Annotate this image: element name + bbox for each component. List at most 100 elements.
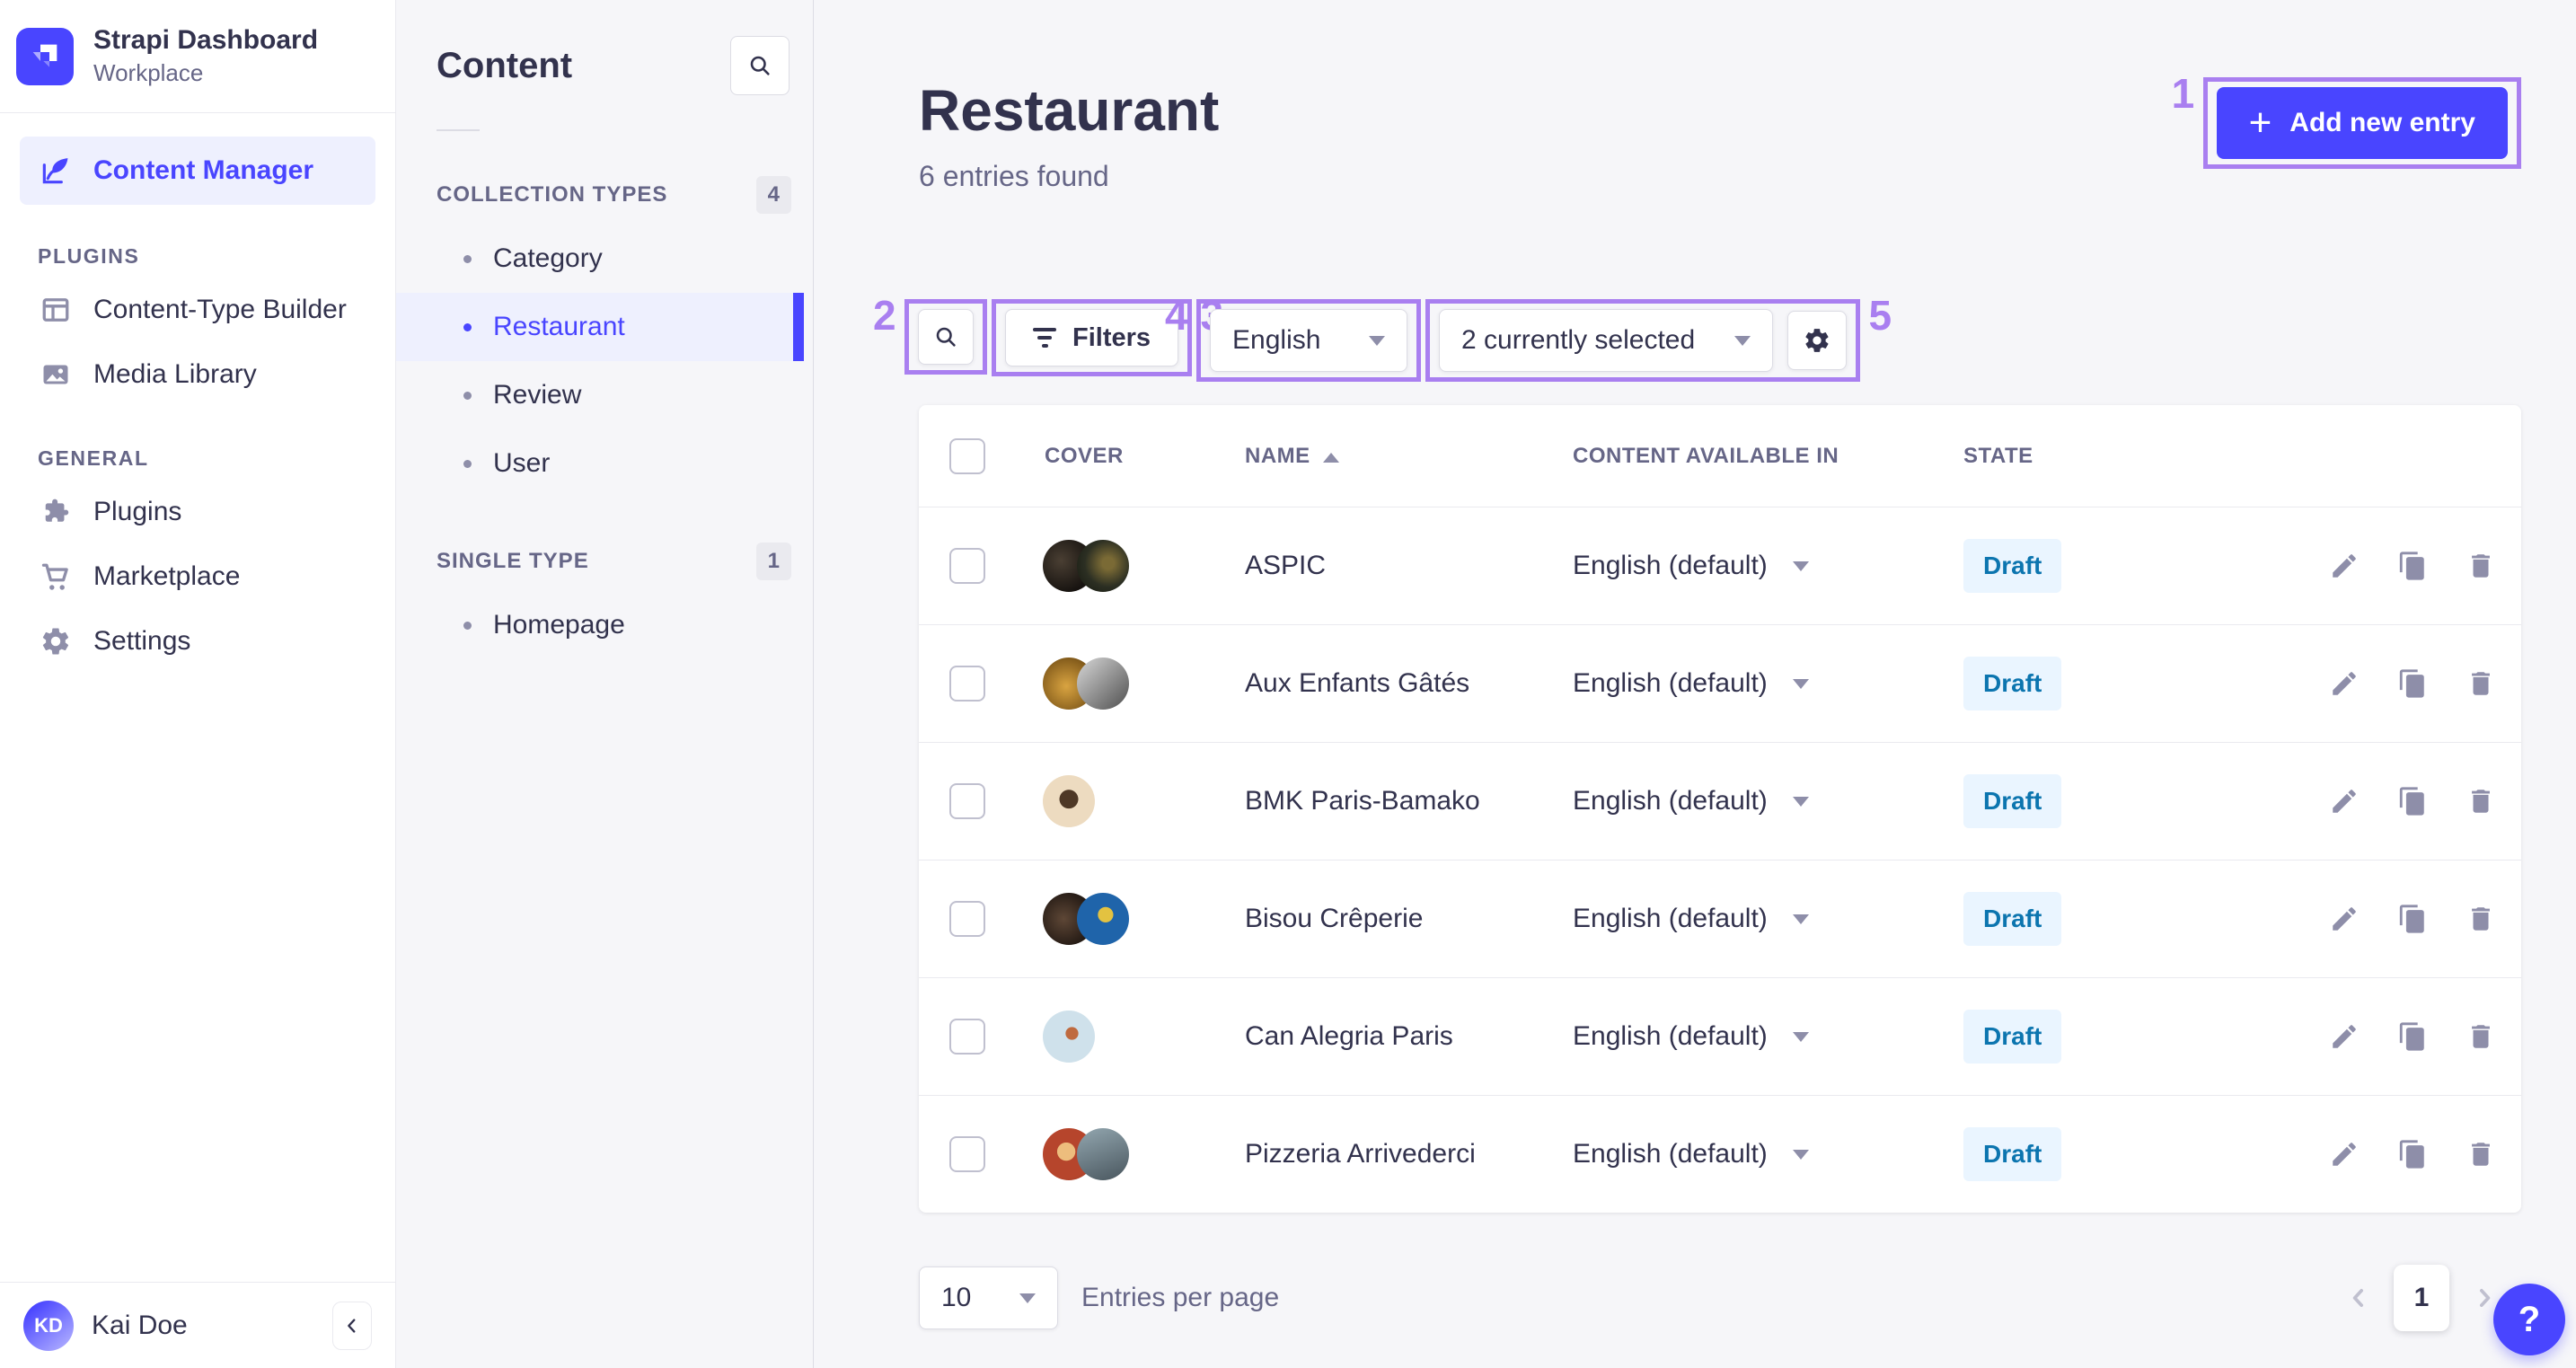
column-header-locale: CONTENT AVAILABLE IN <box>1573 443 1839 468</box>
chevron-down-icon <box>1792 1031 1809 1042</box>
page-number-button[interactable]: 1 <box>2394 1265 2449 1331</box>
locale-select[interactable]: English <box>1210 309 1408 372</box>
chevron-down-icon <box>1792 560 1809 571</box>
locale-dropdown[interactable]: English (default) <box>1570 668 1961 699</box>
annotation-2: 2 <box>873 295 987 375</box>
select-all-checkbox[interactable] <box>949 437 985 474</box>
previous-page-button[interactable] <box>2345 1284 2372 1311</box>
chevron-down-icon <box>1792 913 1809 924</box>
entry-name: Aux Enfants Gâtés <box>1245 668 1470 698</box>
duplicate-button[interactable] <box>2397 904 2428 934</box>
delete-button[interactable] <box>2466 551 2496 581</box>
duplicate-button[interactable] <box>2397 1021 2428 1052</box>
page-size-select[interactable]: 10 <box>919 1267 1058 1329</box>
type-item-category[interactable]: Category <box>396 225 804 293</box>
chevron-down-icon <box>1369 335 1386 346</box>
delete-button[interactable] <box>2466 786 2496 816</box>
sidebar-item-label: Content Manager <box>93 155 314 185</box>
delete-button[interactable] <box>2466 1139 2496 1169</box>
delete-button[interactable] <box>2466 668 2496 699</box>
workspace-name: Workplace <box>93 58 204 86</box>
sidebar-nav: Content Manager PLUGINS Content-Type Bui… <box>0 113 395 1282</box>
sidebar-item-content-manager[interactable]: Content Manager <box>20 137 375 205</box>
collapse-sidebar-button[interactable] <box>332 1301 372 1350</box>
page-size-value: 10 <box>941 1283 972 1312</box>
type-item-homepage[interactable]: Homepage <box>396 591 804 659</box>
row-checkbox[interactable] <box>949 1136 985 1172</box>
sidebar-item-plugins[interactable]: Plugins <box>20 480 375 544</box>
fields-select[interactable]: 2 currently selected <box>1439 309 1774 372</box>
sidebar-item-label: Settings <box>93 626 191 656</box>
type-item-user[interactable]: User <box>396 429 804 498</box>
edit-button[interactable] <box>2329 551 2360 581</box>
locale-dropdown[interactable]: English (default) <box>1570 1021 1961 1052</box>
table-header-row: COVER NAME CONTENT AVAILABLE IN STATE <box>919 405 2521 507</box>
duplicate-button[interactable] <box>2397 1139 2428 1169</box>
locale-dropdown[interactable]: English (default) <box>1570 1139 1961 1169</box>
type-item-review[interactable]: Review <box>396 361 804 429</box>
sidebar-item-label: Media Library <box>93 359 257 389</box>
delete-button[interactable] <box>2466 1021 2496 1052</box>
edit-button[interactable] <box>2329 904 2360 934</box>
sidebar-item-marketplace[interactable]: Marketplace <box>20 544 375 609</box>
user-name: Kai Doe <box>92 1310 188 1340</box>
table-row[interactable]: BMK Paris-Bamako English (default) Draft <box>919 742 2521 860</box>
annotation-2-number: 2 <box>873 292 896 339</box>
content-panel: Content COLLECTION TYPES 4 Category Rest… <box>396 0 814 1368</box>
next-page-button[interactable] <box>2471 1284 2498 1311</box>
type-item-restaurant[interactable]: Restaurant <box>396 293 804 361</box>
edit-button[interactable] <box>2329 1139 2360 1169</box>
sort-ascending-icon <box>1322 452 1339 463</box>
sidebar-item-media-library[interactable]: Media Library <box>20 342 375 407</box>
column-header-cover: COVER <box>1045 443 1124 468</box>
locale-dropdown[interactable]: English (default) <box>1570 551 1961 581</box>
column-header-name[interactable]: NAME <box>1224 444 1570 469</box>
row-checkbox[interactable] <box>949 901 985 937</box>
filters-button[interactable]: Filters <box>1005 309 1179 366</box>
row-checkbox[interactable] <box>949 666 985 702</box>
search-button[interactable] <box>918 309 974 365</box>
duplicate-button[interactable] <box>2397 551 2428 581</box>
locale-dropdown[interactable]: English (default) <box>1570 904 1961 934</box>
brand-header: Strapi Dashboard Workplace <box>0 0 395 113</box>
bullet-icon <box>463 391 472 400</box>
table-row[interactable]: Bisou Crêperie English (default) Draft <box>919 860 2521 977</box>
delete-button[interactable] <box>2466 904 2496 934</box>
chevron-down-icon <box>1792 678 1809 689</box>
bullet-icon <box>463 621 472 630</box>
edit-button[interactable] <box>2329 1021 2360 1052</box>
help-button[interactable]: ? <box>2493 1284 2565 1355</box>
single-type-count-badge: 1 <box>755 543 791 580</box>
status-badge: Draft <box>1963 774 2062 828</box>
duplicate-button[interactable] <box>2397 786 2428 816</box>
table-row[interactable]: Pizzeria Arrivederci English (default) D… <box>919 1095 2521 1213</box>
panel-search-button[interactable] <box>730 36 790 95</box>
chevron-down-icon <box>1734 335 1751 346</box>
locale-dropdown[interactable]: English (default) <box>1570 786 1961 816</box>
bullet-icon <box>463 459 472 468</box>
type-item-label: Review <box>493 380 582 410</box>
entry-name: Can Alegria Paris <box>1245 1021 1453 1051</box>
table-row[interactable]: Can Alegria Paris English (default) Draf… <box>919 977 2521 1095</box>
table-row[interactable]: Aux Enfants Gâtés English (default) Draf… <box>919 624 2521 742</box>
view-settings-button[interactable] <box>1787 311 1848 370</box>
duplicate-button[interactable] <box>2397 668 2428 699</box>
row-checkbox[interactable] <box>949 1019 985 1055</box>
sidebar-item-content-type-builder[interactable]: Content-Type Builder <box>20 278 375 342</box>
feather-edit-icon <box>38 154 74 188</box>
avatar: KD <box>23 1300 74 1351</box>
row-checkbox[interactable] <box>949 783 985 819</box>
status-badge: Draft <box>1963 1010 2062 1064</box>
edit-button[interactable] <box>2329 668 2360 699</box>
panel-title: Content <box>437 45 573 85</box>
sidebar-item-label: Marketplace <box>93 561 241 591</box>
table-row[interactable]: ASPIC English (default) Draft <box>919 507 2521 624</box>
row-checkbox[interactable] <box>949 548 985 584</box>
chevron-down-icon <box>1019 1293 1036 1303</box>
add-new-entry-button[interactable]: + Add new entry <box>2216 87 2508 159</box>
edit-button[interactable] <box>2329 786 2360 816</box>
annotation-3: 3 Filters <box>992 295 1223 376</box>
sidebar-item-settings[interactable]: Settings <box>20 609 375 674</box>
status-badge: Draft <box>1963 892 2062 946</box>
